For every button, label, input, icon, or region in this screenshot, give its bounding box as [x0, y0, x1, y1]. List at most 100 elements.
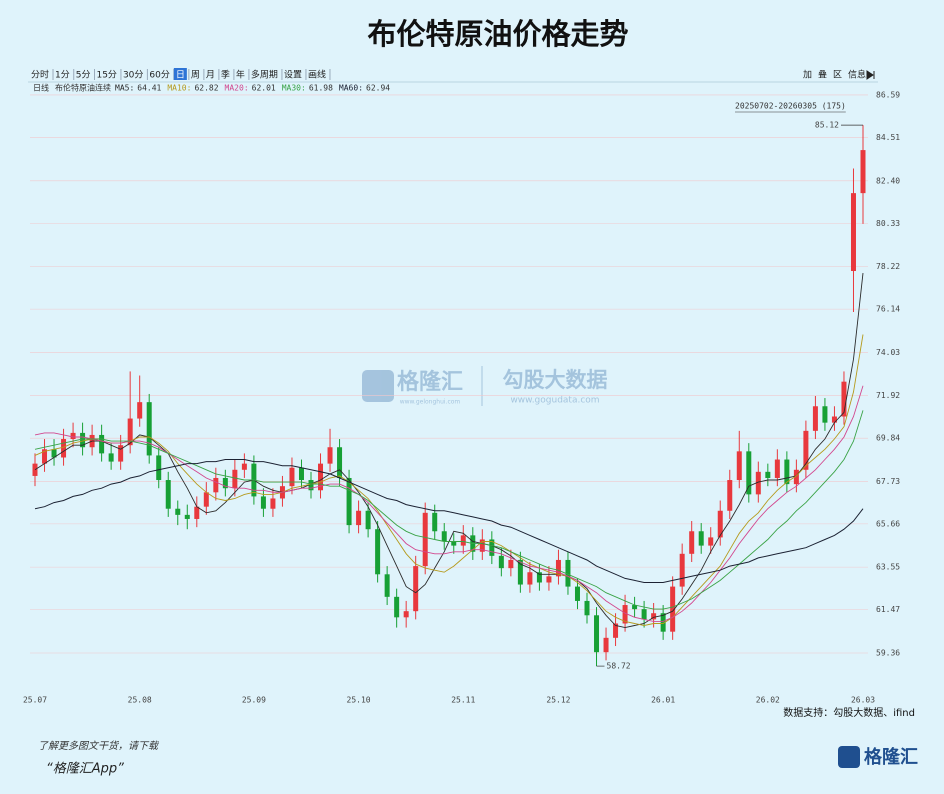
footer-app: “格隆汇App”	[46, 762, 124, 777]
page-title: 布伦特原油价格走势	[367, 17, 628, 51]
candle-body	[156, 455, 162, 481]
candle-body	[108, 453, 114, 462]
toolbar-button[interactable]: 30分	[123, 70, 143, 81]
candle-body	[527, 572, 533, 585]
y-tick-label: 78.22	[876, 262, 900, 271]
y-tick-label: 61.47	[876, 605, 900, 614]
candle-body	[717, 510, 723, 538]
toolbar-button[interactable]: 日	[176, 70, 185, 81]
candle-body	[165, 480, 171, 509]
toolbar-button[interactable]: 5分	[76, 70, 91, 81]
toolbar-button[interactable]: 1分	[55, 70, 70, 81]
toolbar-button[interactable]: 季	[221, 69, 230, 81]
candle-body	[841, 381, 847, 417]
candle-body	[736, 451, 742, 481]
ma-line	[34, 334, 864, 626]
candle-body	[679, 553, 685, 587]
toolbar-button[interactable]: 设置	[284, 70, 302, 81]
toolbar-collapse[interactable]	[866, 70, 875, 80]
max-label: 85.12	[815, 121, 839, 130]
toolbar-button[interactable]: 区	[833, 70, 842, 81]
candle-body	[194, 506, 200, 519]
candle-body	[175, 508, 181, 515]
candle-body	[422, 512, 428, 567]
candle-body	[184, 514, 190, 519]
candle-body	[61, 439, 67, 458]
toolbar-button[interactable]: 年	[236, 69, 245, 81]
watermark-logo	[362, 370, 394, 402]
candle-body	[660, 613, 666, 632]
period-label: 日线	[33, 83, 49, 93]
legend-name: MA20:	[225, 84, 249, 93]
candle-body	[555, 559, 561, 577]
ma-line	[34, 385, 864, 622]
x-tick-label: 26.01	[651, 696, 675, 705]
candle-body	[460, 535, 466, 546]
x-tick-label: 25.07	[23, 696, 47, 705]
candle-body	[670, 586, 676, 632]
toolbar-button[interactable]: 多周期	[251, 69, 278, 81]
candle-body	[822, 406, 828, 423]
toolbar-button[interactable]: 分时	[31, 69, 49, 81]
x-tick-label: 25.11	[451, 696, 475, 705]
candle-body	[127, 418, 133, 446]
toolbar-button[interactable]: 60分	[149, 70, 169, 81]
candle-body	[394, 596, 400, 618]
candle-body	[632, 605, 638, 610]
candle-body	[708, 537, 714, 546]
watermark: 格隆汇 www.gelonghui.com 勾股大数据 www.gogudata…	[362, 366, 608, 406]
toolbar-button[interactable]: 画线	[308, 69, 326, 81]
y-tick-label: 69.84	[876, 434, 900, 443]
candle-body	[80, 432, 86, 448]
watermark-partner: 勾股大数据	[503, 368, 608, 392]
candle-body	[375, 529, 381, 575]
candle-body	[413, 566, 419, 612]
candle-body	[812, 406, 818, 431]
candle-body	[517, 559, 523, 585]
candle-body	[289, 467, 295, 487]
candle-body	[42, 449, 48, 464]
candle-body	[99, 434, 105, 454]
candle-body	[850, 193, 856, 272]
toolbar-button[interactable]: 加	[803, 70, 812, 81]
toolbar-button[interactable]: 月	[206, 70, 215, 81]
y-tick-label: 84.51	[876, 133, 900, 142]
y-tick-label: 67.73	[876, 477, 900, 486]
legend-value: 62.94	[366, 84, 390, 93]
candle-body	[860, 150, 866, 194]
candle-body	[689, 531, 695, 554]
candle-body	[365, 510, 371, 530]
x-tick-label: 25.08	[128, 696, 152, 705]
toolbar-button[interactable]: 15分	[96, 70, 116, 81]
range-label: 20250702-20260305 (175)	[735, 102, 846, 111]
legend-name: MA10:	[167, 84, 191, 93]
toolbar-button[interactable]: 周	[191, 70, 200, 81]
candle-body	[831, 416, 837, 423]
footer-note: 了解更多图文干货，请下载	[38, 740, 160, 752]
candle-body	[651, 613, 657, 620]
candle-body	[546, 576, 552, 583]
watermark-partner-url: www.gogudata.com	[510, 396, 599, 406]
candle-body	[574, 586, 580, 601]
y-tick-label: 65.66	[876, 519, 900, 528]
candle-body	[403, 611, 409, 618]
candle-body	[622, 605, 628, 624]
candle-body	[308, 480, 314, 491]
candle-body	[698, 531, 704, 546]
candle-body	[765, 471, 771, 478]
candle-body	[479, 539, 485, 552]
toolbar-button-bg[interactable]	[173, 68, 187, 80]
toolbar-button[interactable]: 信息	[848, 69, 866, 81]
candle-body	[803, 430, 809, 470]
ma-line	[34, 410, 864, 610]
candle-body	[222, 477, 228, 489]
candle-body	[441, 531, 447, 542]
watermark-url: www.gelonghui.com	[400, 399, 461, 406]
candle-body	[70, 432, 76, 440]
candle-body	[213, 477, 219, 493]
candle-body	[774, 459, 780, 478]
toolbar-button[interactable]: 叠	[818, 70, 827, 81]
footer-logo: 格隆汇	[864, 746, 918, 768]
footer-logo-icon	[838, 746, 860, 768]
